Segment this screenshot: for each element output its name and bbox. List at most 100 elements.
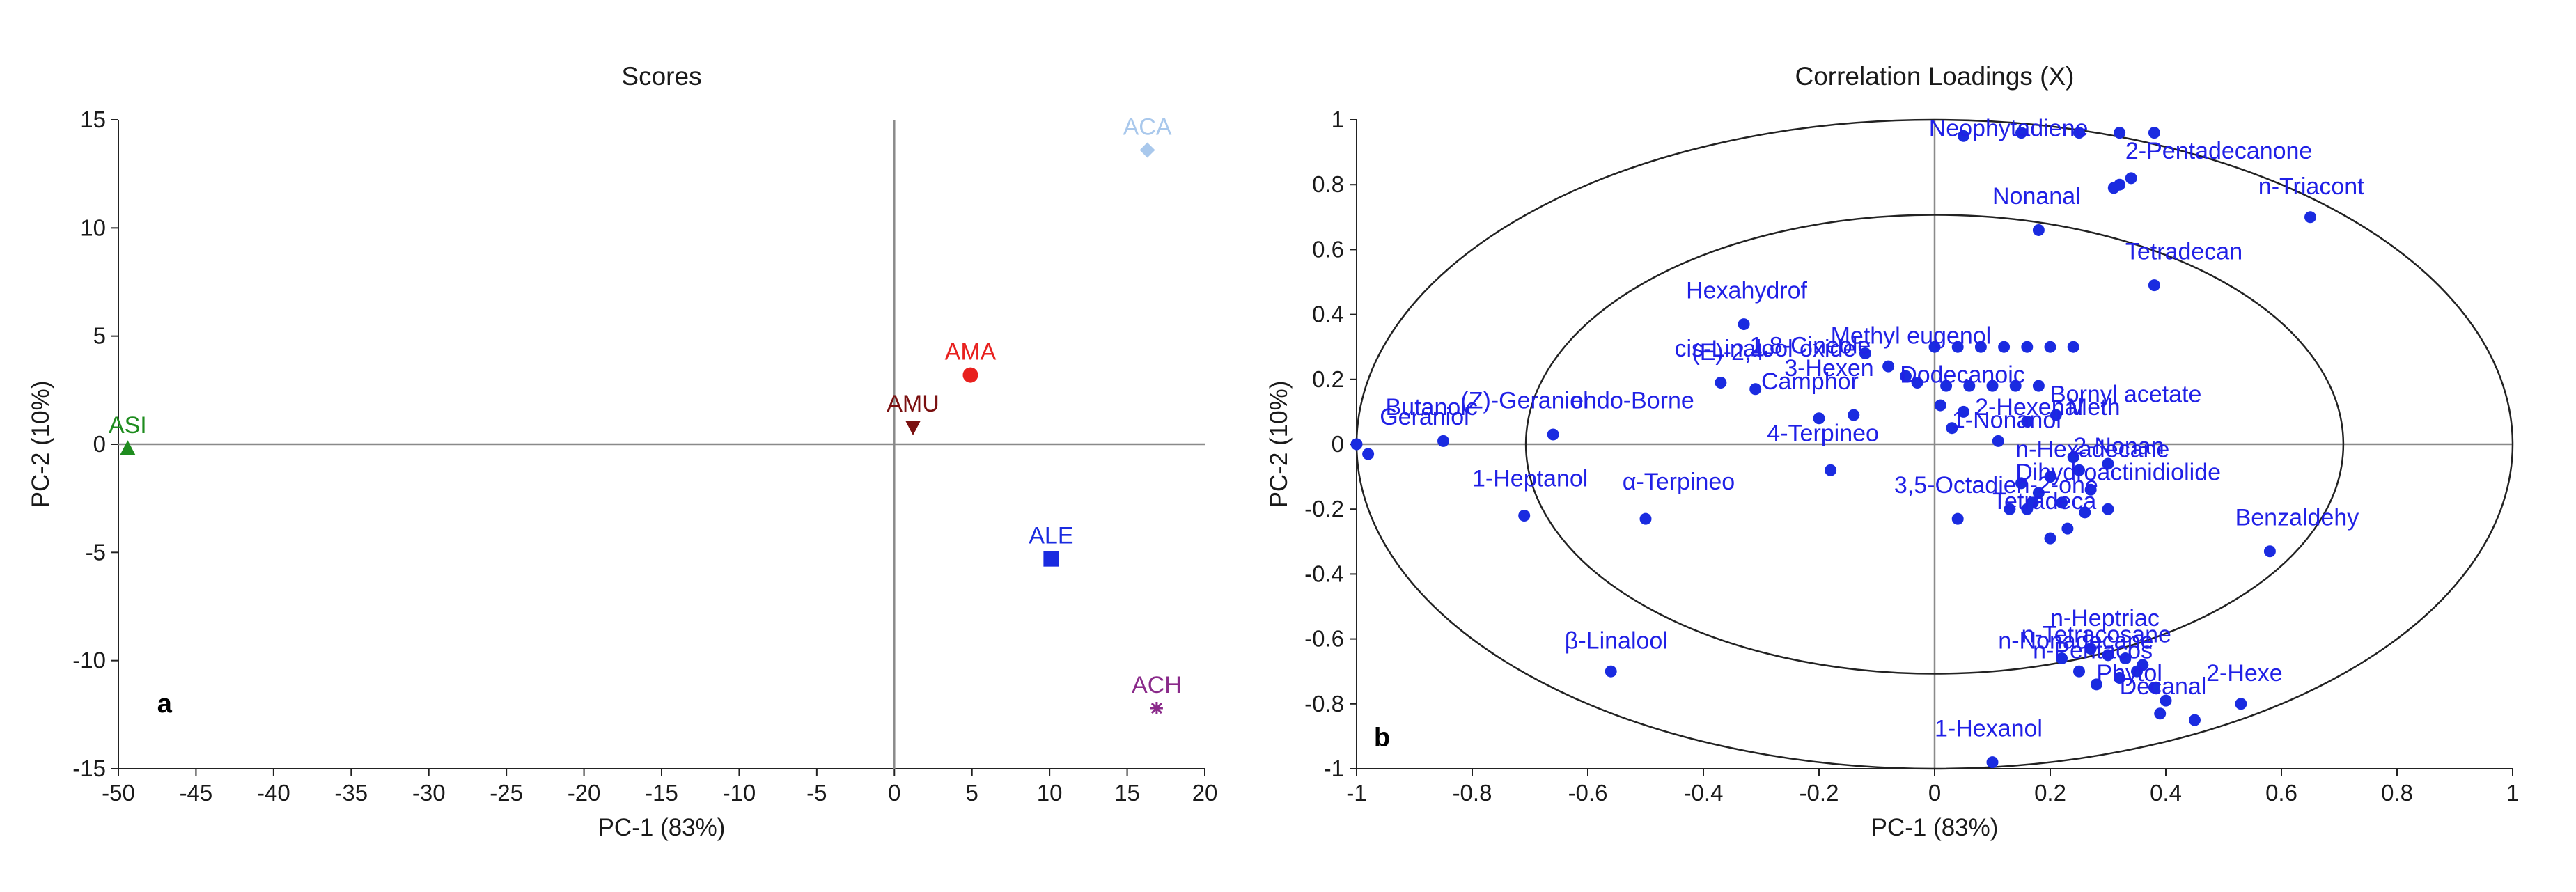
y-tick-label: -10 xyxy=(72,648,106,673)
loading-label: 2-Hexe xyxy=(2206,660,2283,687)
loading-point xyxy=(2148,279,2160,292)
x-tick-label: -0.8 xyxy=(1453,780,1492,806)
loading-point xyxy=(2102,649,2114,662)
loading-point xyxy=(2021,341,2034,353)
loading-point xyxy=(2304,211,2316,224)
loading-point xyxy=(1900,370,1912,382)
loading-point xyxy=(1951,512,1964,525)
loading-label: 1-Hexanol xyxy=(1935,715,2043,742)
loading-label: 2-Hexenal xyxy=(1975,394,2083,421)
x-tick-label: 0 xyxy=(888,780,900,806)
loading-point xyxy=(1911,376,1923,389)
score-label-ale: ALE xyxy=(1029,523,1073,549)
loading-label: Tetradecan xyxy=(2125,238,2242,265)
loading-label: n-Pentacos xyxy=(2033,638,2153,664)
loading-label: Dodecanoic xyxy=(1900,361,2025,388)
loading-point xyxy=(2073,464,2085,476)
loading-label: 1-Nonanol xyxy=(1952,407,2061,434)
loading-point xyxy=(1934,399,1946,412)
loading-point xyxy=(2021,503,2034,515)
loading-point xyxy=(1946,422,1958,435)
loading-point xyxy=(2160,694,2172,707)
loading-point xyxy=(2015,477,2027,490)
loading-label: α-Terpineo xyxy=(1623,469,1735,495)
loading-label: (E)-2,4- xyxy=(1692,339,1772,366)
loading-point xyxy=(2032,380,2045,392)
score-point-ach xyxy=(1150,702,1163,715)
loading-point xyxy=(2021,415,2034,428)
score-label-aca: ACA xyxy=(1123,114,1172,140)
x-tick-label: -20 xyxy=(568,780,601,806)
loading-point xyxy=(1437,435,1449,447)
loading-point xyxy=(1825,464,1837,476)
loading-point xyxy=(2148,682,2160,694)
x-tick-label: 20 xyxy=(1192,780,1218,806)
loading-point xyxy=(2114,178,2126,191)
score-point-asi xyxy=(120,440,136,455)
y-tick-label: 0.4 xyxy=(1312,302,1344,327)
y-tick-label: 0.6 xyxy=(1312,236,1344,262)
loading-point xyxy=(2050,409,2062,421)
loading-point xyxy=(2263,545,2276,558)
loading-label: cis-Linalool oxide xyxy=(1675,336,1857,362)
loading-point xyxy=(2067,451,2079,464)
score-point-ale xyxy=(1043,551,1059,567)
loading-label: Hexahydrof xyxy=(1686,277,1807,304)
loading-point xyxy=(1848,409,1860,421)
score-label-asi: ASI xyxy=(109,412,147,439)
loading-point xyxy=(2032,487,2045,499)
loading-point xyxy=(1547,428,1559,441)
loading-label: β-Linalool xyxy=(1565,628,1668,655)
y-tick-label: 0.8 xyxy=(1312,171,1344,197)
loading-point xyxy=(2009,380,2022,392)
x-tick-label: 15 xyxy=(1114,780,1140,806)
loading-label: 2-Pentadecanone xyxy=(2125,138,2312,164)
loading-point xyxy=(1813,412,1825,425)
y-axis-label: PC-2 (10%) xyxy=(27,381,54,508)
loading-point xyxy=(2044,532,2056,545)
loading-point xyxy=(1992,435,2004,447)
score-point-ama xyxy=(962,367,978,383)
y-tick-label: -1 xyxy=(1324,756,1344,781)
y-tick-label: 10 xyxy=(80,214,106,240)
x-tick-label: 0.2 xyxy=(2034,780,2066,806)
x-tick-label: -1 xyxy=(1346,780,1366,806)
loading-label: Methyl eugenol xyxy=(1831,323,1992,350)
loading-point xyxy=(2056,652,2068,665)
x-tick-label: -50 xyxy=(102,780,135,806)
x-tick-label: 5 xyxy=(966,780,978,806)
y-tick-label: 0.2 xyxy=(1312,366,1344,392)
loading-point xyxy=(1350,438,1363,451)
loading-point xyxy=(1605,665,1617,678)
loading-label: (Z)-Geraniol xyxy=(1460,388,1588,414)
loading-point xyxy=(2154,707,2167,720)
x-tick-label: -0.6 xyxy=(1568,780,1608,806)
y-tick-label: 0 xyxy=(1332,431,1344,457)
loading-point xyxy=(2119,652,2132,665)
loading-point xyxy=(2090,678,2102,691)
loading-label: 3-Hexen xyxy=(1784,355,1874,382)
loading-label: 3,5-Octadien-2-one xyxy=(1894,472,2098,499)
y-tick-label: 1 xyxy=(1332,107,1344,132)
loading-label: Meth xyxy=(2068,394,2121,421)
panel-label-a: a xyxy=(157,689,173,719)
loading-point xyxy=(1963,380,1976,392)
x-tick-label: 0.4 xyxy=(2150,780,2182,806)
loading-point xyxy=(2015,127,2027,139)
y-tick-label: -0.8 xyxy=(1304,691,1344,717)
loading-point xyxy=(1998,341,2011,353)
score-label-ama: AMA xyxy=(945,339,997,366)
loading-point xyxy=(2084,643,2097,655)
loading-label: Dihydroactinidiolide xyxy=(2015,459,2221,485)
x-tick-label: 0.8 xyxy=(2381,780,2413,806)
y-tick-label: 15 xyxy=(80,107,106,132)
loading-point xyxy=(2114,127,2126,139)
inner-correlation-circle xyxy=(1524,214,2345,675)
loading-point xyxy=(2102,503,2114,515)
x-tick-label: -0.2 xyxy=(1800,780,1839,806)
x-tick-label: 0.6 xyxy=(2265,780,2297,806)
chart-title: Correlation Loadings (X) xyxy=(1795,62,2074,91)
loading-point xyxy=(1859,347,1871,360)
loading-label: Decanal xyxy=(2120,673,2207,700)
loading-point xyxy=(1362,448,1375,460)
